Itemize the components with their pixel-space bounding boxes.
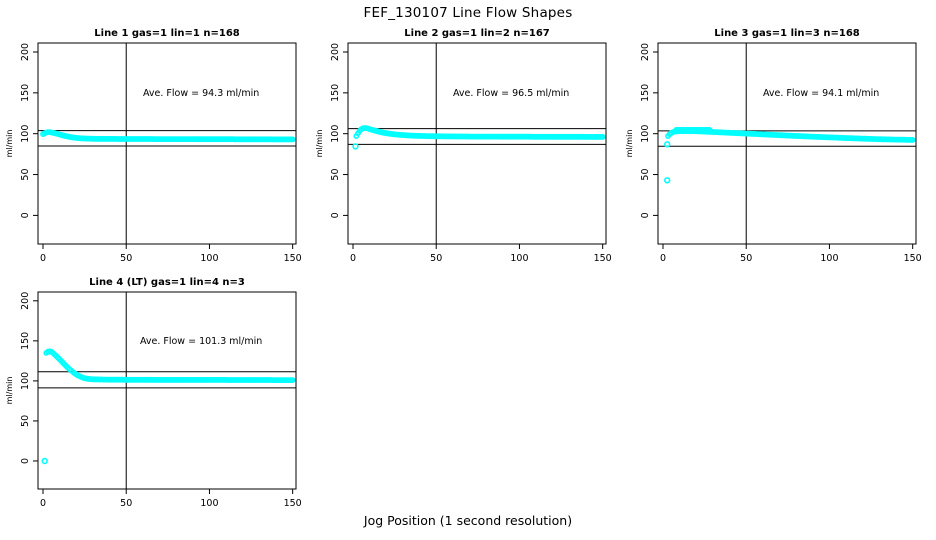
x-tick-label: 150 (594, 253, 612, 264)
panel-title: Line 2 gas=1 lin=2 n=167 (404, 28, 550, 39)
avg-flow-annotation: Ave. Flow = 96.5 ml/min (453, 88, 569, 99)
plot-box (37, 291, 297, 490)
y-tick-label: 100 (330, 125, 341, 143)
y-tick-label: 150 (20, 84, 31, 102)
plot-box (657, 42, 917, 245)
x-tick-label: 100 (200, 253, 218, 264)
x-tick-label: 100 (200, 498, 218, 509)
flow-point (289, 377, 296, 383)
y-tick-label: 200 (330, 43, 341, 61)
avg-flow-annotation: Ave. Flow = 101.3 ml/min (140, 336, 262, 347)
y-tick-label: 0 (20, 212, 31, 218)
y-tick-label: 200 (640, 43, 651, 61)
flow-point (41, 457, 48, 465)
x-tick-label: 0 (350, 253, 356, 264)
plot-box (347, 42, 607, 245)
y-tick-label: 50 (20, 415, 31, 427)
x-tick-label: 0 (40, 253, 46, 264)
flow-point (663, 177, 671, 184)
x-tick-label: 100 (510, 253, 528, 264)
flow-points-series (40, 129, 296, 143)
y-tick-label: 0 (20, 458, 31, 464)
x-axis-title: Jog Position (1 second resolution) (363, 513, 573, 528)
flow-point (352, 143, 359, 150)
flow-point (706, 126, 713, 133)
y-tick-label: 150 (330, 84, 341, 102)
flow-point (599, 133, 606, 140)
y-tick-label: 200 (20, 43, 31, 61)
x-tick-label: 50 (120, 253, 132, 264)
avg-flow-annotation: Ave. Flow = 94.1 ml/min (763, 88, 879, 99)
flow-point (289, 136, 296, 143)
y-tick-label: 150 (20, 332, 31, 350)
y-tick-label: 100 (640, 125, 651, 143)
y-tick-label: 0 (640, 212, 651, 218)
y-tick-label: 0 (330, 212, 341, 218)
y-tick-label: 150 (640, 84, 651, 102)
flow-points-series (352, 125, 606, 150)
x-tick-label: 0 (660, 253, 666, 264)
flow-point (663, 141, 671, 148)
y-tick-label: 100 (20, 372, 31, 390)
x-tick-label: 150 (904, 253, 922, 264)
avg-flow-annotation: Ave. Flow = 94.3 ml/min (143, 88, 259, 99)
y-tick-label: 50 (330, 169, 341, 181)
chart-title: FEF_130107 Line Flow Shapes (363, 5, 573, 21)
y-tick-label: 100 (20, 125, 31, 143)
plot-box (37, 42, 297, 245)
x-tick-label: 100 (820, 253, 838, 264)
y-axis-label: ml/min (5, 377, 14, 405)
y-tick-label: 50 (20, 169, 31, 181)
flow-point (909, 136, 916, 143)
x-tick-label: 150 (284, 498, 302, 509)
x-tick-label: 150 (284, 253, 302, 264)
panel-line-2: 0 50 100 150 0 50 100 150 200 ml/min Line 2 gas=1 … (315, 28, 612, 264)
panel-line-4: 0 50 100 150 0 50 100 150 200 ml/min Line 4 (LT) g… (5, 277, 302, 509)
panel-line-3: 0 50 100 150 0 50 100 150 200 ml/min Line 3 gas=1 … (625, 28, 922, 264)
x-tick-label: 50 (120, 498, 132, 509)
flow-points-series (663, 126, 916, 184)
panel-title: Line 3 gas=1 lin=3 n=168 (714, 28, 860, 39)
x-tick-label: 50 (740, 253, 752, 264)
x-tick-label: 0 (40, 498, 46, 509)
y-tick-label: 200 (20, 292, 31, 310)
panel-title: Line 1 gas=1 lin=1 n=168 (94, 28, 240, 39)
y-axis-label: ml/min (625, 130, 634, 158)
panel-line-1: 0 50 100 150 0 50 100 150 200 ml/min Line 1 gas=1 … (5, 28, 302, 264)
y-axis-label: ml/min (5, 130, 14, 158)
y-axis-label: ml/min (315, 130, 324, 158)
y-tick-label: 50 (640, 169, 651, 181)
flow-points-series (41, 348, 296, 465)
panel-title: Line 4 (LT) gas=1 lin=4 n=3 (89, 277, 245, 288)
x-tick-label: 50 (430, 253, 442, 264)
